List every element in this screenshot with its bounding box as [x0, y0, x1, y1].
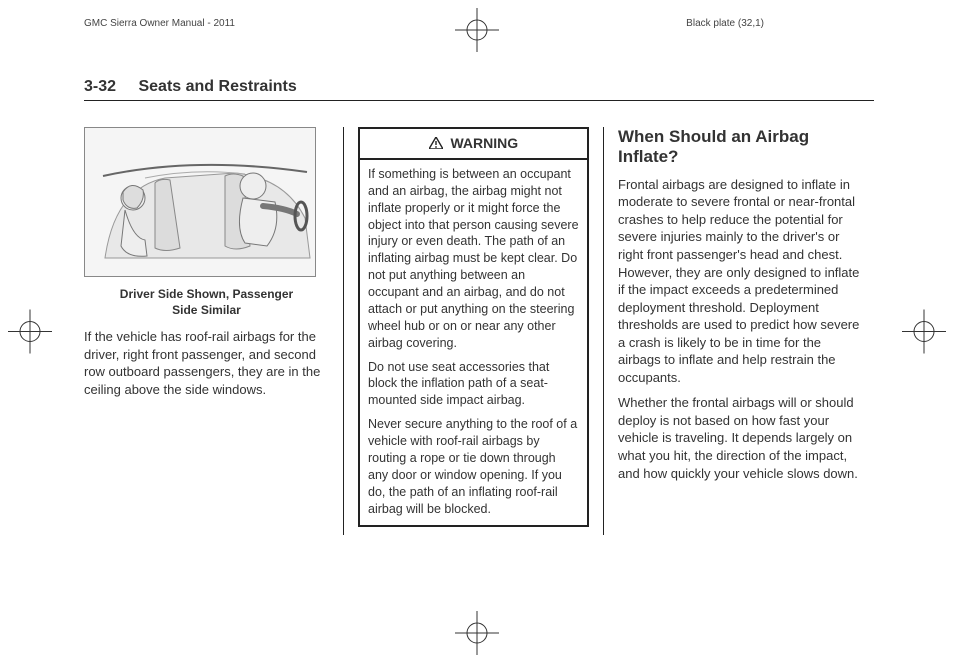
caption-line: Side Similar — [172, 303, 241, 317]
warning-box: WARNING If something is between an occup… — [358, 127, 589, 527]
warning-body: If something is between an occupant and … — [360, 160, 587, 526]
airbag-illustration — [84, 127, 316, 277]
registration-mark-top — [455, 8, 499, 57]
page-running-header: 3-32 Seats and Restraints — [84, 78, 874, 101]
registration-mark-right — [902, 310, 946, 359]
warning-label: WARNING — [450, 135, 518, 151]
page-content: 3-32 Seats and Restraints — [84, 78, 874, 535]
caption-line: Driver Side Shown, Passenger — [120, 287, 293, 301]
page-number: 3-32 — [84, 78, 116, 95]
warning-heading: WARNING — [360, 129, 587, 160]
section-title: Seats and Restraints — [138, 78, 296, 95]
print-header-left: GMC Sierra Owner Manual - 2011 — [84, 18, 235, 29]
content-columns: Driver Side Shown, Passenger Side Simila… — [84, 127, 874, 535]
column-2: WARNING If something is between an occup… — [344, 127, 604, 535]
warning-paragraph: If something is between an occupant and … — [368, 166, 579, 352]
illustration-caption: Driver Side Shown, Passenger Side Simila… — [84, 287, 329, 318]
print-header-right: Black plate (32,1) — [686, 18, 764, 29]
registration-mark-bottom — [455, 611, 499, 660]
warning-icon — [429, 136, 447, 151]
body-paragraph: Frontal airbags are designed to inflate … — [618, 176, 864, 387]
registration-mark-left — [8, 310, 52, 359]
column-3: When Should an Airbag Inflate? Frontal a… — [604, 127, 864, 535]
body-paragraph: If the vehicle has roof-rail airbags for… — [84, 328, 329, 398]
body-paragraph: Whether the frontal airbags will or shou… — [618, 394, 864, 482]
column-1: Driver Side Shown, Passenger Side Simila… — [84, 127, 344, 535]
warning-paragraph: Do not use seat accessories that block t… — [368, 359, 579, 410]
subsection-heading: When Should an Airbag Inflate? — [618, 127, 864, 168]
warning-paragraph: Never secure anything to the roof of a v… — [368, 416, 579, 517]
